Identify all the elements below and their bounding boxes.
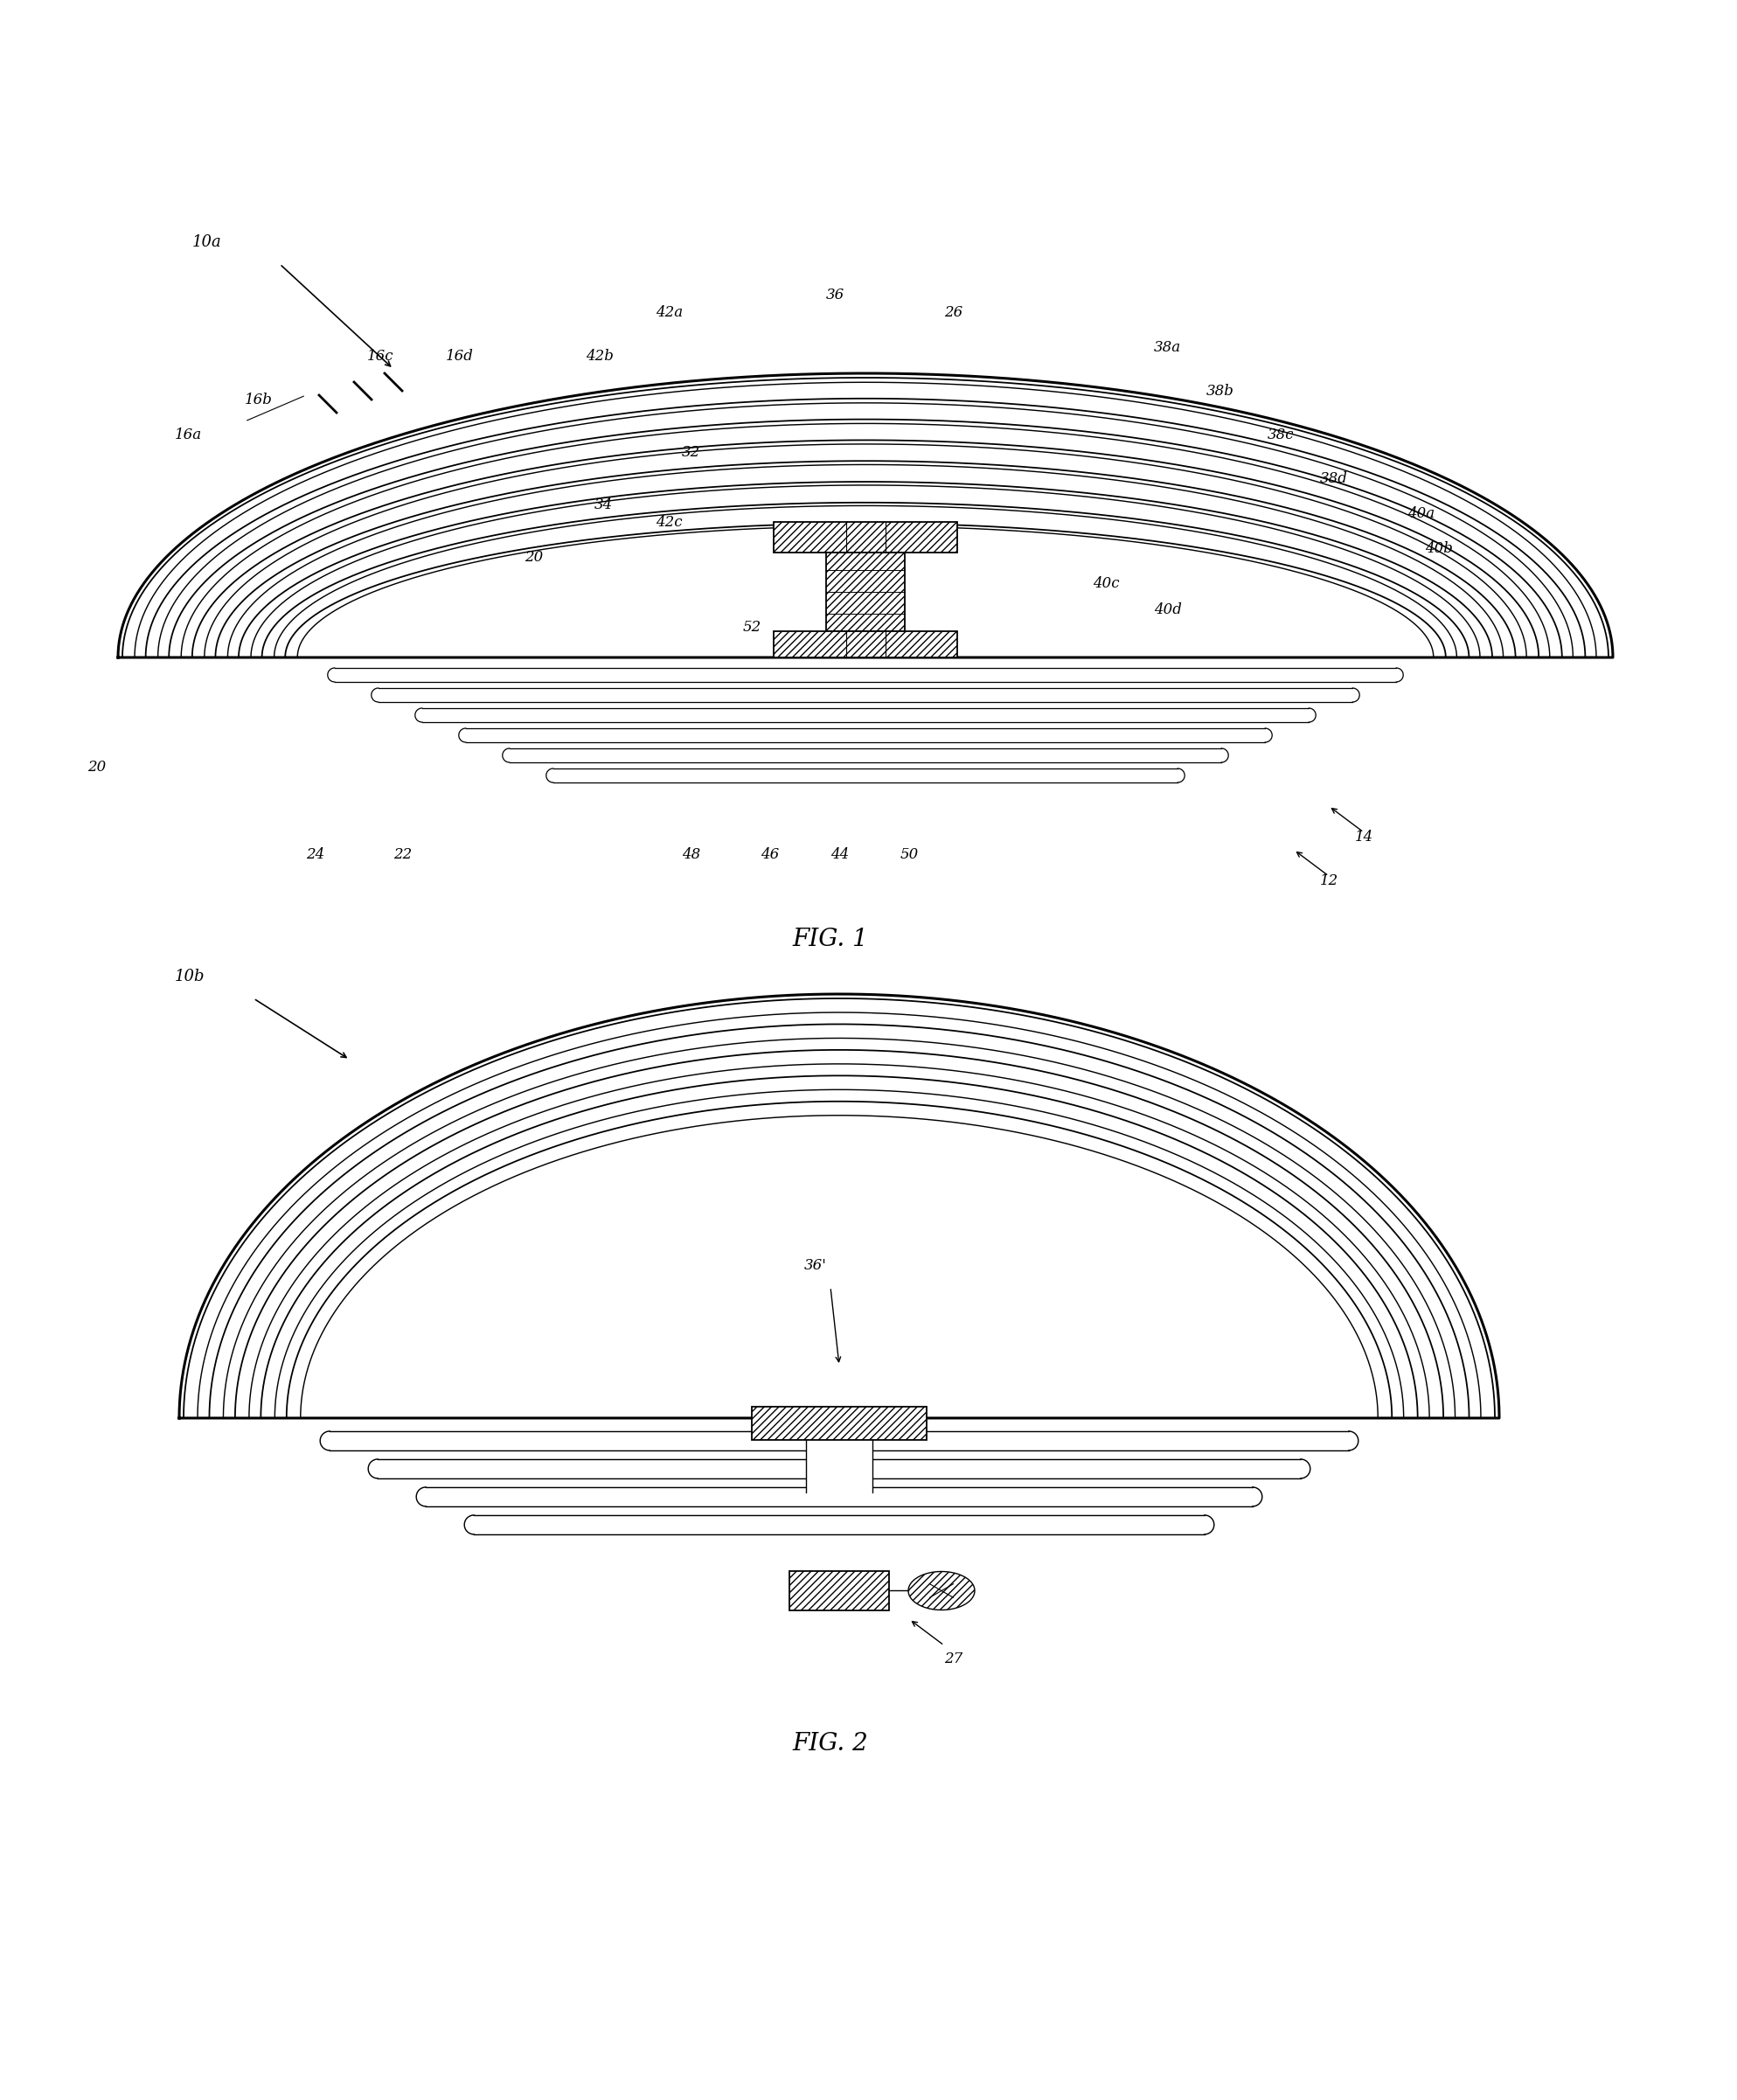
Polygon shape — [752, 1407, 926, 1441]
Polygon shape — [184, 998, 1496, 1418]
Polygon shape — [545, 769, 1185, 783]
Text: 38c: 38c — [1268, 428, 1294, 443]
Text: 32: 32 — [683, 445, 700, 460]
Polygon shape — [464, 1514, 1214, 1535]
Polygon shape — [773, 523, 957, 552]
Text: 42c: 42c — [655, 514, 683, 529]
Text: 10b: 10b — [175, 968, 205, 985]
Text: 38a: 38a — [1153, 340, 1181, 355]
Polygon shape — [502, 748, 1228, 762]
Polygon shape — [122, 378, 1608, 657]
Text: 38d: 38d — [1320, 470, 1348, 485]
Text: 52: 52 — [743, 620, 761, 634]
Text: 27: 27 — [945, 1651, 962, 1667]
Polygon shape — [193, 441, 1539, 657]
Text: 14: 14 — [1355, 830, 1374, 844]
Text: 12: 12 — [1320, 874, 1339, 888]
Polygon shape — [908, 1571, 974, 1611]
Polygon shape — [234, 1050, 1443, 1418]
Text: 26: 26 — [945, 304, 962, 319]
Text: 10a: 10a — [193, 235, 222, 250]
Polygon shape — [287, 1100, 1391, 1418]
Polygon shape — [238, 481, 1492, 657]
Polygon shape — [168, 420, 1562, 657]
Polygon shape — [368, 1460, 1310, 1478]
Polygon shape — [827, 552, 905, 632]
Polygon shape — [285, 523, 1445, 657]
Polygon shape — [320, 1432, 1358, 1451]
Text: 42a: 42a — [655, 304, 683, 319]
Text: 16d: 16d — [446, 349, 474, 363]
Text: 40b: 40b — [1424, 542, 1452, 556]
Text: FIG. 1: FIG. 1 — [792, 928, 868, 951]
Text: 30: 30 — [874, 620, 893, 634]
Text: 16a: 16a — [175, 428, 201, 443]
Text: 36: 36 — [827, 288, 844, 302]
Text: 36': 36' — [804, 1258, 827, 1273]
Text: FIG. 2: FIG. 2 — [792, 1732, 868, 1756]
Polygon shape — [789, 1571, 889, 1611]
Text: 48: 48 — [683, 846, 700, 861]
Polygon shape — [328, 668, 1403, 682]
Text: 44: 44 — [830, 846, 849, 861]
Text: 24: 24 — [306, 846, 325, 861]
Text: 42d: 42d — [787, 533, 815, 548]
Text: 16b: 16b — [245, 393, 273, 407]
Text: 34: 34 — [594, 498, 613, 512]
Polygon shape — [415, 708, 1317, 722]
Polygon shape — [773, 632, 957, 657]
Text: 40a: 40a — [1407, 506, 1435, 521]
Text: 46: 46 — [761, 846, 780, 861]
Text: 40d: 40d — [1153, 603, 1181, 617]
Polygon shape — [459, 729, 1271, 741]
Text: 40c: 40c — [1093, 575, 1119, 590]
Polygon shape — [262, 502, 1470, 657]
Polygon shape — [261, 1075, 1417, 1418]
Text: 20: 20 — [87, 760, 106, 775]
Text: 22: 22 — [393, 846, 412, 861]
Polygon shape — [417, 1487, 1263, 1506]
Polygon shape — [806, 1441, 872, 1493]
Polygon shape — [210, 1025, 1470, 1418]
Text: 38b: 38b — [1207, 384, 1235, 399]
Polygon shape — [372, 689, 1360, 701]
Polygon shape — [215, 460, 1515, 657]
Text: 50: 50 — [900, 846, 919, 861]
Text: 20: 20 — [525, 550, 544, 565]
Polygon shape — [146, 399, 1586, 657]
Text: 42b: 42b — [585, 349, 613, 363]
Text: 16c: 16c — [367, 349, 394, 363]
